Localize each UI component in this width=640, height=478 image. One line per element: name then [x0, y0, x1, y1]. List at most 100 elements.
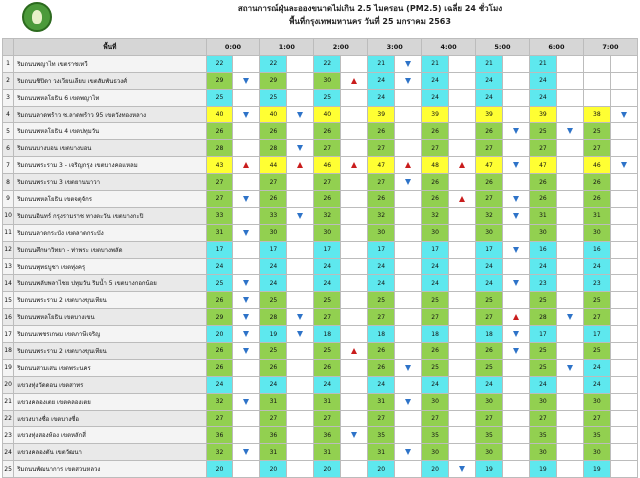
trend-indicator	[394, 223, 423, 242]
pm25-value: 30	[582, 443, 611, 462]
pm25-value: 35	[367, 426, 396, 445]
trend-indicator	[609, 409, 639, 428]
pm25-value: 26	[205, 291, 234, 310]
pm25-value: 31	[528, 206, 557, 225]
pm25-value: 26	[421, 342, 450, 360]
pm25-value: 24	[421, 88, 450, 107]
pm25-value: 26	[475, 173, 503, 192]
trend-indicator	[448, 409, 477, 428]
row-location: ริมถนนลาดกระบัง เขตลาดกระบัง	[13, 223, 207, 242]
pm25-value: 27	[528, 409, 557, 428]
trend-indicator	[394, 139, 423, 158]
trend-indicator	[232, 291, 261, 310]
trend-indicator	[555, 342, 584, 360]
trend-indicator	[286, 223, 315, 242]
pm25-value: 27	[582, 409, 611, 428]
trend-indicator	[555, 54, 584, 73]
trend-indicator	[232, 257, 261, 276]
pm25-value: 48	[421, 156, 450, 175]
trend-indicator	[609, 325, 639, 344]
table-body: 1 ริมถนนพญาไท เขตราชเทวี 22 22 22 21 21 21 21 2 ริ…	[1, 54, 639, 478]
pm25-value: 17	[367, 240, 396, 259]
row-location: ริมถนนพระราม 2 เขตบางขุนเทียน	[13, 291, 207, 310]
trend-indicator	[340, 156, 369, 175]
row-location: ริมถนนชิปิดา วงเวียนเลียบ เขตสัมพันธวงศ์	[13, 71, 207, 90]
trend-indicator	[232, 88, 261, 107]
pm25-value: 32	[475, 206, 503, 225]
trend-indicator	[340, 325, 369, 344]
pm25-value: 30	[528, 443, 557, 462]
trend-indicator	[286, 308, 315, 327]
pm25-value: 24	[528, 375, 557, 394]
trend-indicator	[555, 325, 584, 344]
trend-down-icon	[512, 331, 519, 338]
trend-indicator	[340, 88, 369, 107]
pm25-value: 27	[259, 173, 288, 192]
trend-indicator	[448, 240, 477, 259]
trend-indicator	[609, 375, 639, 394]
pm25-value: 25	[475, 291, 503, 310]
pm25-value: 25	[528, 122, 557, 141]
pm25-value: 31	[582, 206, 611, 225]
table-row: 18 ริมถนนพระราม 2 เขตบางขุนเทียน 26 25 25 26 2…	[1, 342, 639, 360]
trend-indicator	[609, 443, 639, 462]
trend-up-icon	[459, 195, 466, 202]
trend-indicator	[340, 257, 369, 276]
bma-seal-icon	[22, 2, 52, 32]
row-number: 2	[1, 71, 15, 90]
trend-down-icon	[297, 212, 304, 219]
trend-indicator	[394, 274, 423, 293]
pm25-value: 31	[367, 443, 396, 462]
trend-down-icon	[297, 145, 304, 152]
trend-indicator	[232, 460, 261, 478]
pm25-value: 36	[313, 426, 342, 445]
pm25-value: 22	[205, 54, 234, 73]
trend-indicator	[340, 426, 369, 445]
table-row: 9 ริมถนนพหลโยธิน เขตจตุจักร 27 26 26 26 26 27 26…	[1, 190, 639, 208]
table-row: 1 ริมถนนพญาไท เขตราชเทวี 22 22 22 21 21 21 21	[1, 54, 639, 73]
pm25-value	[582, 54, 611, 73]
pm25-value: 30	[475, 443, 503, 462]
trend-indicator	[394, 291, 423, 310]
row-number: 25	[1, 460, 15, 478]
pm25-value: 24	[475, 88, 503, 107]
trend-down-icon	[512, 128, 519, 135]
table-row: 2 ริมถนนชิปิดา วงเวียนเลียบ เขตสัมพันธวงศ…	[1, 71, 639, 90]
pm25-value: 31	[205, 223, 234, 242]
trend-indicator	[394, 308, 423, 327]
row-location: ริมถนนบางบอน เขตบางบอน	[13, 139, 207, 158]
pm25-value: 32	[421, 206, 450, 225]
pm25-value: 36	[259, 426, 288, 445]
trend-indicator	[448, 358, 477, 377]
trend-indicator	[502, 291, 530, 310]
row-number: 1	[1, 54, 15, 73]
trend-indicator	[555, 358, 584, 377]
pm25-value: 27	[205, 190, 234, 208]
pm25-value: 47	[367, 156, 396, 175]
pm25-value: 16	[582, 240, 611, 259]
pm25-value: 26	[205, 122, 234, 141]
pm25-value: 28	[259, 308, 288, 327]
trend-indicator	[502, 173, 530, 192]
row-number: 15	[1, 291, 15, 310]
table-row: 11 ริมถนนลาดกระบัง เขตลาดกระบัง 31 30 30 30 30…	[1, 223, 639, 242]
row-number: 16	[1, 308, 15, 327]
table-row: 17 ริมถนนเพชรเกษม เขตภาษีเจริญ 20 19 18 18 18 1…	[1, 325, 639, 344]
trend-down-icon	[512, 162, 519, 169]
table-row: 10 ริมถนนอินทร์ กรุงรามราช ทางตะวัน เขตบา…	[1, 206, 639, 225]
trend-indicator	[232, 342, 261, 360]
trend-indicator	[286, 426, 315, 445]
trend-indicator	[502, 375, 530, 394]
pm25-value: 47	[528, 156, 557, 175]
pm25-value: 20	[205, 325, 234, 344]
pm25-value: 39	[528, 105, 557, 124]
pm25-value: 30	[421, 443, 450, 462]
trend-indicator	[448, 105, 477, 124]
row-number: 13	[1, 257, 15, 276]
trend-indicator	[609, 54, 639, 73]
pm25-value: 27	[313, 139, 342, 158]
trend-indicator	[286, 156, 315, 175]
pm25-value: 27	[205, 173, 234, 192]
trend-indicator	[286, 342, 315, 360]
trend-indicator	[555, 240, 584, 259]
